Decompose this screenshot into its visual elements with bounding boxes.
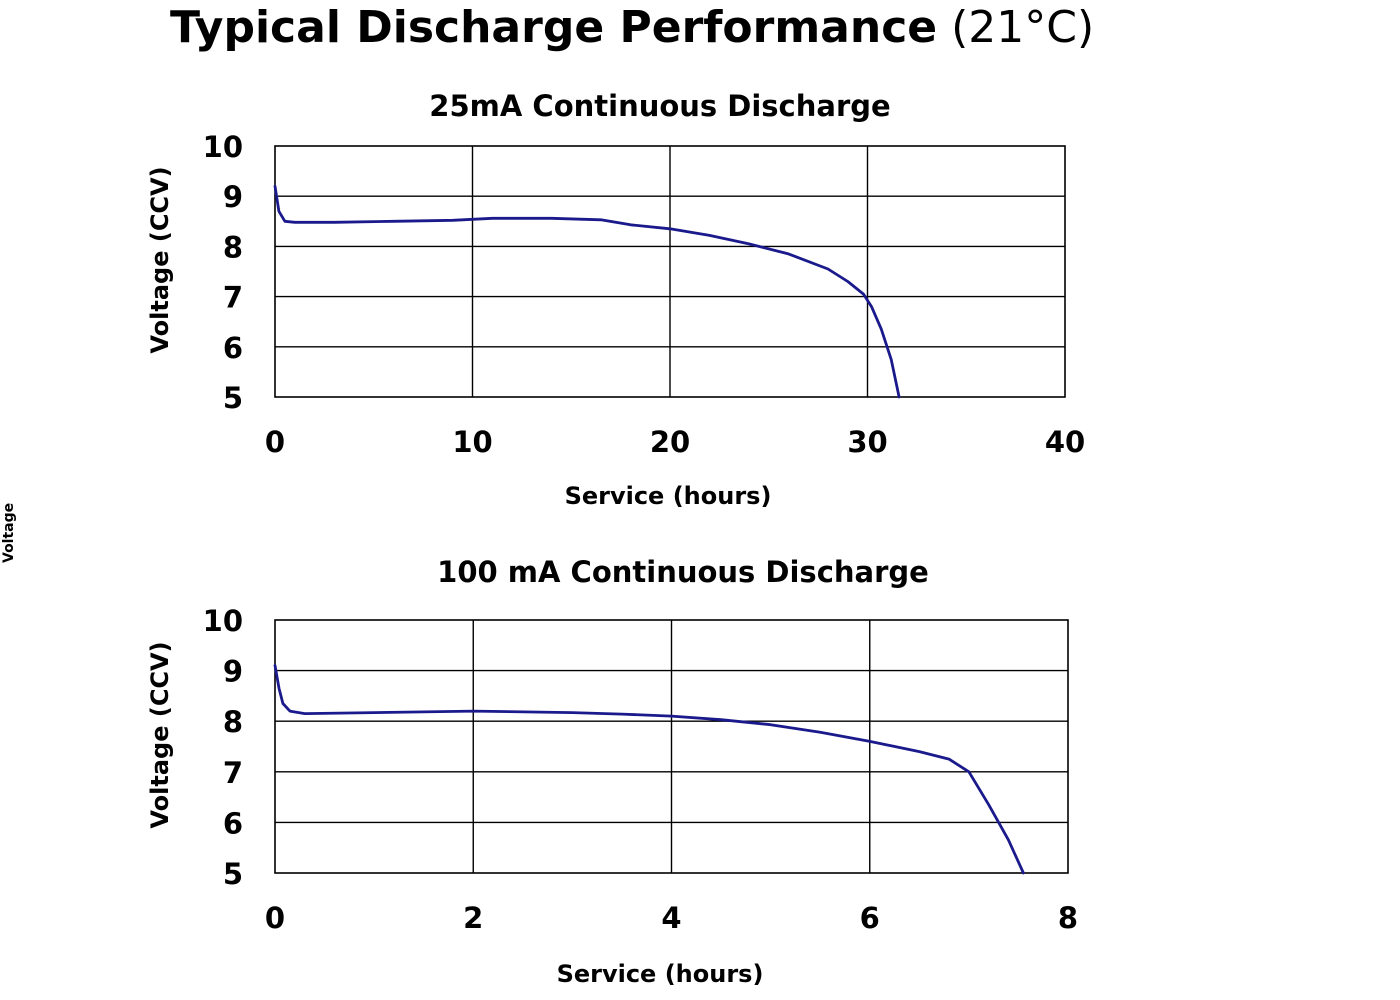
y-tick-label: 8 [223, 705, 243, 739]
y-tick-label: 10 [203, 130, 243, 164]
y-tick-label: 5 [223, 381, 243, 415]
chart-25ma: 25mA Continuous Discharge 5 6 7 8 9 10 0 10 20 30 4… [146, 89, 1085, 510]
page-title-condition: (21°C) [951, 2, 1095, 53]
x-tick-label: 40 [1045, 425, 1085, 459]
page-title: Typical Discharge Performance (21°C) [170, 0, 1110, 56]
x-tick-label: 10 [452, 425, 492, 459]
x-tick-label: 8 [1058, 901, 1078, 935]
y-tick-label: 7 [223, 756, 243, 790]
x-tick-label: 30 [847, 425, 887, 459]
y-tick-label: 6 [223, 331, 243, 365]
x-tick-label: 0 [265, 425, 285, 459]
chart-100ma: 100 mA Continuous Discharge 5 6 7 8 9 10 0 2 4 6 8 S… [146, 555, 1078, 988]
y-tick-label: 8 [223, 230, 243, 264]
y-tick-label: 9 [223, 180, 243, 214]
page-title-bold: Typical Discharge Performance [170, 2, 938, 53]
chart-title: 100 mA Continuous Discharge [437, 555, 929, 589]
x-tick-label: 4 [661, 901, 681, 935]
y-axis-label: Voltage (CCV) [146, 641, 174, 828]
series-line [273, 184, 901, 399]
x-axis-label: Service (hours) [565, 482, 772, 510]
x-tick-label: 2 [463, 901, 483, 935]
y-tick-label: 7 [223, 281, 243, 315]
y-tick-label: 10 [203, 604, 243, 638]
x-tick-label: 0 [265, 901, 285, 935]
y-tick-label: 5 [223, 857, 243, 891]
y-axis-label: Voltage (CCV) [146, 166, 174, 353]
x-tick-label: 20 [650, 425, 690, 459]
x-axis-label: Service (hours) [557, 960, 764, 988]
y-tick-label: 9 [223, 655, 243, 689]
series-line [273, 664, 1025, 875]
chart-title: 25mA Continuous Discharge [429, 89, 890, 123]
x-tick-label: 6 [860, 901, 880, 935]
y-tick-label: 6 [223, 806, 243, 840]
